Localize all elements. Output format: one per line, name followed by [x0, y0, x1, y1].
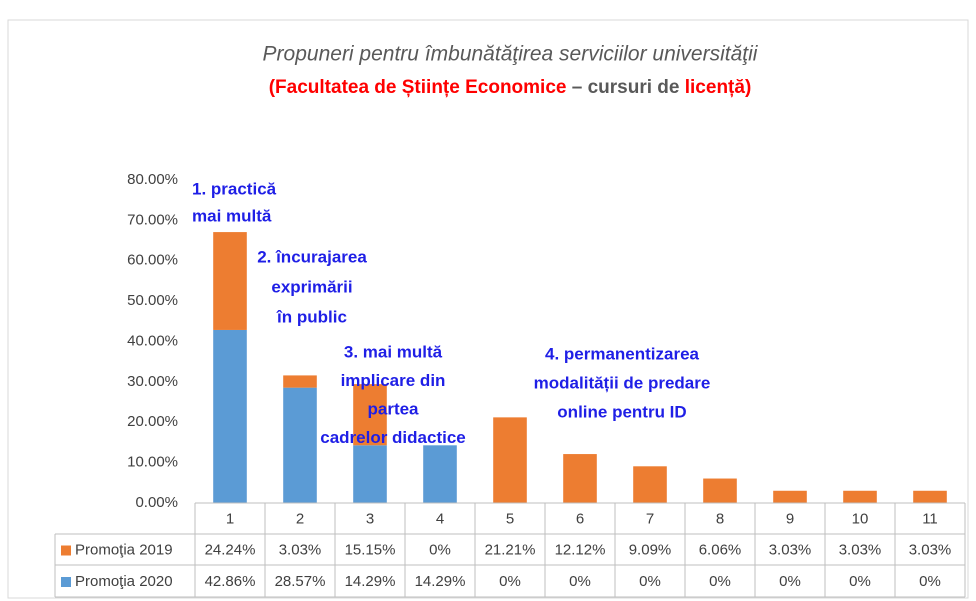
subtitle-part: (Facultatea de Științe Economice [269, 77, 567, 98]
x-tick-label: 3 [366, 510, 374, 527]
annotation: mai multă [192, 206, 272, 225]
subtitle-part: licență) [685, 77, 752, 98]
bar [773, 490, 807, 503]
legend-swatch [61, 545, 71, 556]
x-tick-label: 8 [716, 510, 724, 527]
annotation: 3. mai multă [344, 342, 443, 361]
y-tick-label: 0.00% [135, 494, 178, 511]
x-tick-label: 1 [226, 510, 234, 527]
table-value: 0% [779, 573, 801, 590]
chart-frame [7, 19, 969, 599]
table-value: 0% [639, 573, 661, 590]
chart-title: Propuneri pentru îmbunătăţirea serviciil… [263, 43, 759, 66]
table-value: 3.03% [839, 541, 882, 558]
table-value: 14.29% [415, 573, 466, 590]
bar [563, 454, 597, 503]
subtitle-part: – cursuri de [566, 77, 684, 98]
bar [283, 387, 317, 503]
annotation: cadrelor didactice [320, 428, 466, 447]
table-value: 12.12% [555, 541, 606, 558]
chart-subtitle: (Facultatea de Științe Economice – cursu… [269, 77, 752, 98]
table-value: 0% [919, 573, 941, 590]
table-value: 3.03% [769, 541, 812, 558]
annotation: exprimării [271, 277, 352, 296]
y-tick-label: 20.00% [127, 413, 178, 430]
table-value: 21.21% [485, 541, 536, 558]
y-tick-label: 70.00% [127, 211, 178, 228]
table-value: 14.29% [345, 573, 396, 590]
legend-label: Promoţia 2019 [75, 541, 173, 558]
table-value: 6.06% [699, 541, 742, 558]
bar [493, 417, 527, 503]
bar [353, 445, 387, 503]
table-value: 0% [499, 573, 521, 590]
table-value: 0% [849, 573, 871, 590]
annotation: implicare din [341, 371, 446, 390]
table-value: 3.03% [909, 541, 952, 558]
annotation: modalității de predare [534, 373, 711, 392]
x-tick-label: 2 [296, 510, 304, 527]
table-value: 9.09% [629, 541, 672, 558]
annotation: online pentru ID [557, 402, 686, 421]
y-tick-label: 80.00% [127, 171, 178, 188]
legend-swatch [61, 577, 71, 587]
x-tick-label: 10 [852, 510, 869, 527]
bar [913, 490, 947, 503]
bar [843, 490, 877, 503]
x-tick-label: 7 [646, 510, 654, 527]
table-value: 0% [709, 573, 731, 590]
y-tick-label: 50.00% [127, 292, 178, 309]
legend-label: Promoţia 2020 [75, 573, 173, 590]
bar [423, 445, 457, 503]
table-value: 0% [429, 541, 451, 558]
table-value: 0% [569, 573, 591, 590]
bar [213, 232, 247, 330]
table-value: 3.03% [279, 541, 322, 558]
table-value: 24.24% [205, 541, 256, 558]
x-tick-label: 11 [922, 510, 938, 527]
x-tick-label: 5 [506, 510, 514, 527]
y-tick-label: 30.00% [127, 373, 178, 390]
bar [283, 375, 317, 388]
y-tick-label: 60.00% [127, 252, 178, 269]
x-tick-label: 4 [436, 510, 444, 527]
table-value: 42.86% [205, 573, 256, 590]
annotation: în public [276, 307, 347, 326]
bar [703, 478, 737, 503]
bar [213, 329, 247, 503]
bar [633, 466, 667, 503]
x-tick-label: 6 [576, 510, 584, 527]
y-tick-label: 10.00% [127, 454, 178, 471]
annotation: 1. practică [192, 179, 277, 198]
annotation: 4. permanentizarea [545, 344, 700, 363]
x-tick-label: 9 [786, 510, 794, 527]
annotation: partea [367, 399, 419, 418]
table-value: 28.57% [275, 573, 326, 590]
bar [353, 384, 387, 446]
annotation: 2. încurajarea [257, 247, 367, 266]
y-tick-label: 40.00% [127, 332, 178, 349]
table-value: 15.15% [345, 541, 396, 558]
